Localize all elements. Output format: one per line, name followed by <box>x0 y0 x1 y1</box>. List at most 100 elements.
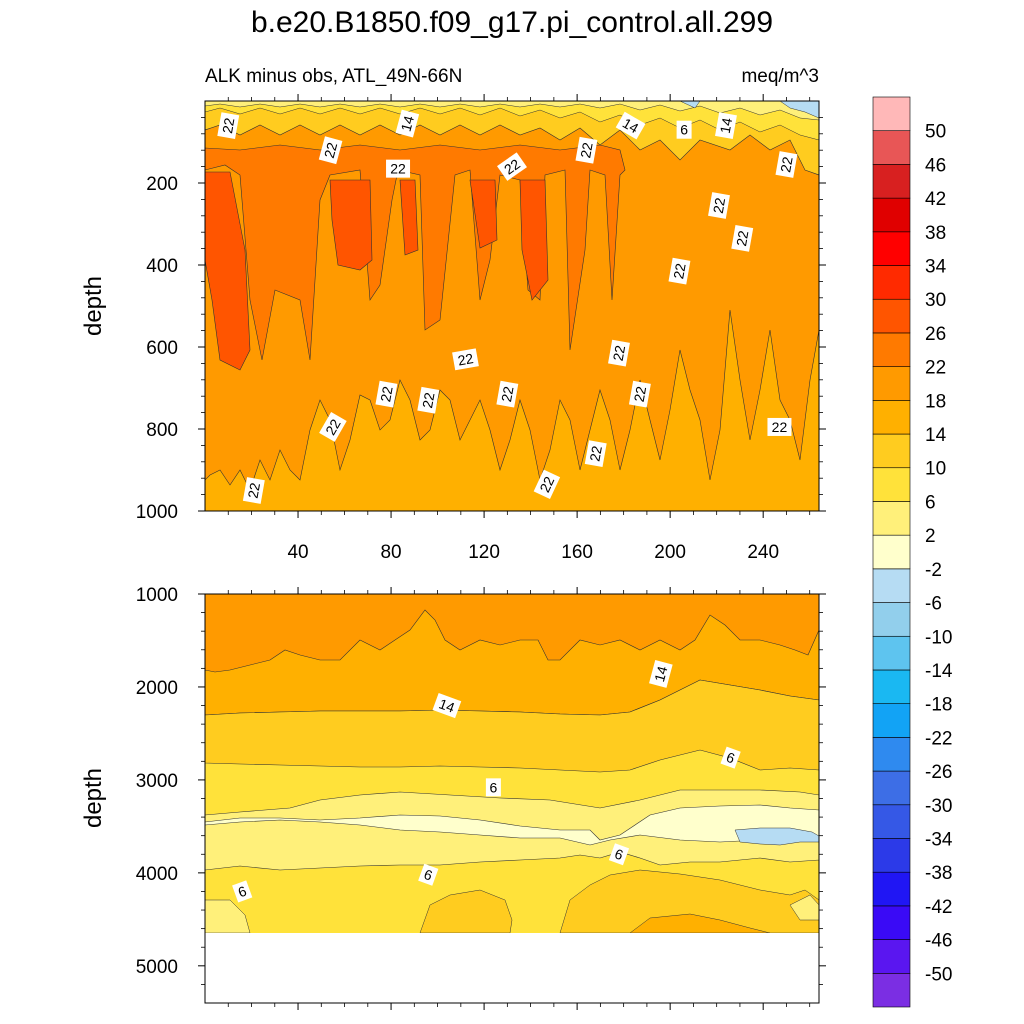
colorbar-label: -46 <box>925 931 952 952</box>
upper-fill-10 <box>205 101 819 141</box>
contour-label-text: 14 <box>398 114 418 133</box>
contour-label-box <box>232 880 253 903</box>
contour-label: 22 <box>708 192 730 219</box>
contour-label: 22 <box>417 386 440 414</box>
contour-label-text: 14 <box>651 664 671 683</box>
contour-label-box <box>649 660 673 688</box>
no-data-area <box>205 933 819 1003</box>
contour-label: 6 <box>485 778 501 797</box>
units-label: meq/m^3 <box>741 66 819 87</box>
x-tick-label: 40 <box>287 542 308 563</box>
contour-label: 22 <box>731 224 754 252</box>
contour-label-box <box>715 112 737 139</box>
lower-fill-2 <box>205 804 819 846</box>
colorbar-swatch <box>872 332 911 367</box>
contour-label-text: 14 <box>437 695 457 715</box>
colorbar-swatch <box>872 197 911 233</box>
lower-fill-10-bottom <box>419 869 819 933</box>
contour-label-box <box>386 159 411 178</box>
colorbar-label: 50 <box>925 122 946 143</box>
contour-label-box <box>217 112 240 139</box>
contour-label-text: 22 <box>577 141 595 159</box>
contour-label: 6 <box>720 746 741 769</box>
colorbar-swatch <box>872 669 911 704</box>
contour-label-text: 22 <box>377 385 395 403</box>
contour-label-text: 22 <box>419 391 437 409</box>
upper-fill-30 <box>205 171 549 371</box>
lower-panel: 1000 2000 3000 4000 5000 14 14 6 6 6 6 6 depth <box>80 585 826 1010</box>
contour-label-text: 22 <box>498 385 516 403</box>
colorbar-label: 26 <box>925 324 946 345</box>
contour-label-box <box>375 380 398 408</box>
colorbar-swatch <box>872 602 911 637</box>
upper-contour-labels: 22 14 22 22 22 22 14 6 14 22 22 22 22 22 22 22 22 22 22 22 2… <box>217 109 798 504</box>
contour-label: 22 <box>767 417 792 436</box>
contour-label: 22 <box>452 348 479 371</box>
colorbar-label: -2 <box>925 560 942 581</box>
colorbar-label: -34 <box>925 829 953 850</box>
colorbar: 50 46 42 38 34 30 26 22 18 14 10 6 2 -2 -6 -10 -14 -18 -22… <box>872 96 953 1008</box>
contour-label: 22 <box>584 440 607 467</box>
contour-label: 22 <box>386 159 411 178</box>
contour-label-box <box>608 339 630 367</box>
contour-label: 22 <box>628 380 651 408</box>
colorbar-label: -6 <box>925 594 942 615</box>
contour-label-text: 22 <box>456 350 474 368</box>
colorbar-label: 2 <box>925 526 936 547</box>
y-tick-label: 1000 <box>136 585 178 606</box>
lower-fill-22 <box>205 594 819 673</box>
colorbar-label: -30 <box>925 796 952 817</box>
contour-label-box <box>615 111 646 140</box>
y-tick-label: 2000 <box>136 678 178 699</box>
contour-label-text: 22 <box>219 116 237 134</box>
contour-label: 22 <box>775 151 798 178</box>
x-tick-label: 120 <box>468 542 500 563</box>
x-tick-label: 200 <box>654 542 686 563</box>
contour-label: 22 <box>608 339 630 367</box>
contour-label: 6 <box>232 880 253 903</box>
contour-label-box <box>242 477 265 504</box>
colorbar-label: -18 <box>925 695 952 716</box>
upper-fill-6 <box>205 101 819 121</box>
contour-label-box <box>676 120 692 139</box>
colorbar-label: 34 <box>925 257 947 278</box>
colorbar-swatch <box>872 265 911 300</box>
contour-label-text: 22 <box>733 229 751 247</box>
contour-label: 22 <box>497 152 527 181</box>
colorbar-swatch <box>872 804 911 839</box>
colorbar-label: -38 <box>925 863 952 884</box>
colorbar-swatch <box>872 298 911 334</box>
y-tick-label: 800 <box>146 420 178 441</box>
colorbar-label: 38 <box>925 223 946 244</box>
upper-y-axis-title: depth <box>80 276 107 336</box>
colorbar-label: -14 <box>925 661 953 682</box>
colorbar-swatch <box>872 96 911 132</box>
colorbar-swatch <box>872 400 911 435</box>
colorbar-swatch <box>872 635 911 671</box>
lower-fill-14-bottom <box>629 913 771 933</box>
colorbar-swatch <box>872 905 911 940</box>
colorbar-swatch <box>872 838 911 873</box>
contour-label-box <box>575 136 598 164</box>
colorbar-swatch <box>872 164 911 199</box>
colorbar-swatch <box>872 433 911 469</box>
contour-label: 6 <box>608 843 630 866</box>
contour-label-box <box>497 152 527 181</box>
contour-label-box <box>720 746 741 769</box>
colorbar-label: 42 <box>925 189 946 210</box>
contour-label-box <box>708 192 730 219</box>
chart-subtitle: ALK minus obs, ATL_49N-66N <box>205 66 462 87</box>
colorbar-label: -22 <box>925 728 952 749</box>
chart-title: b.e20.B1850.f09_g17.pi_control.all.299 <box>251 6 773 39</box>
contour-label: 6 <box>418 863 439 886</box>
colorbar-swatch <box>872 770 911 806</box>
colorbar-swatch <box>872 534 911 570</box>
colorbar-swatch <box>872 467 911 502</box>
contour-label-text: 6 <box>489 779 497 795</box>
upper-fill-neg <box>679 101 819 119</box>
lower-fill-6-bottom <box>205 894 819 933</box>
colorbar-label: 10 <box>925 459 946 480</box>
contour-label-text: 22 <box>670 262 688 280</box>
contour-label-text: 22 <box>710 196 728 214</box>
contour-label: 14 <box>395 109 420 138</box>
